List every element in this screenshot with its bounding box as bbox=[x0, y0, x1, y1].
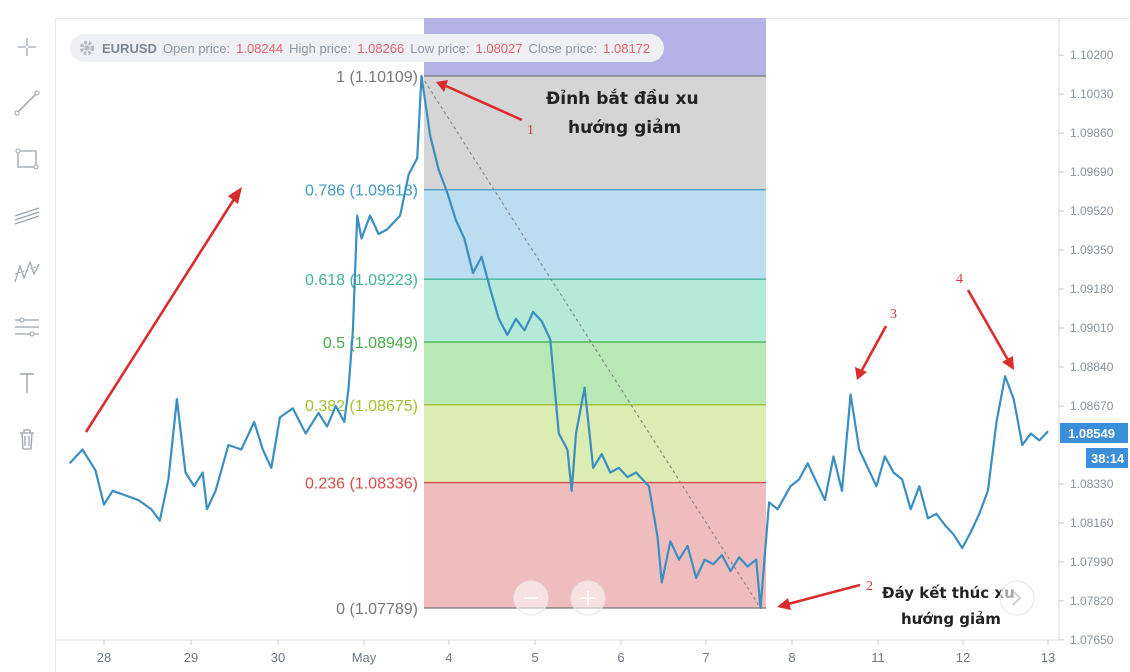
trash-icon[interactable] bbox=[12, 424, 42, 454]
arrow-3 bbox=[860, 325, 888, 371]
arrow-2-head bbox=[777, 598, 791, 610]
x-tick-label: 7 bbox=[702, 650, 709, 665]
marker-number-3: 3 bbox=[890, 307, 897, 322]
current-price-text: 1.08549 bbox=[1068, 426, 1115, 441]
text-icon[interactable] bbox=[12, 368, 42, 398]
pattern-icon[interactable] bbox=[12, 256, 42, 286]
ohlc-legend: EURUSD Open price: 1.08244 High price: 1.0… bbox=[70, 34, 665, 62]
x-tick-label: 5 bbox=[531, 650, 538, 665]
parallel-channel-icon[interactable] bbox=[12, 200, 42, 230]
fib-level-label-5: 0.236 (1.08336) bbox=[305, 476, 418, 493]
symbol-name: EURUSD bbox=[102, 40, 157, 56]
y-tick-label: 1.09350 bbox=[1070, 243, 1114, 257]
x-tick-label: 28 bbox=[97, 650, 111, 665]
x-tick-label: 29 bbox=[184, 650, 198, 665]
y-tick-label: 1.09690 bbox=[1070, 165, 1114, 179]
x-tick-label: 4 bbox=[445, 650, 452, 665]
y-tick-label: 1.08160 bbox=[1070, 516, 1114, 530]
open-value: 1.08244 bbox=[236, 40, 284, 56]
bottom-annotation-line1: Đáy kết thúc xu bbox=[882, 583, 1015, 602]
crosshair-icon[interactable] bbox=[12, 32, 42, 62]
arrow-4-head bbox=[1002, 356, 1014, 370]
x-tick-label: 6 bbox=[617, 650, 624, 665]
low-value: 1.08027 bbox=[475, 40, 523, 56]
high-value: 1.08266 bbox=[357, 40, 405, 56]
x-tick-label: 11 bbox=[871, 650, 885, 665]
x-tick-label: 8 bbox=[788, 650, 795, 665]
chevron-right-icon bbox=[1012, 590, 1022, 606]
close-value: 1.08172 bbox=[603, 40, 651, 56]
low-label: Low price: bbox=[410, 40, 470, 56]
fib-zone-0 bbox=[424, 76, 766, 190]
x-tick-label: 13 bbox=[1041, 650, 1055, 665]
x-tick-label: May bbox=[352, 650, 377, 665]
high-label: High price: bbox=[289, 40, 352, 56]
trend-line-icon[interactable] bbox=[12, 88, 42, 118]
fib-zone-1 bbox=[424, 189, 766, 280]
arrow-1 bbox=[445, 84, 523, 122]
fib-level-label-0: 1 (1.10109) bbox=[336, 69, 418, 86]
x-tick-label: 12 bbox=[956, 650, 970, 665]
arrow-2 bbox=[787, 583, 861, 606]
candle-timer-text: 38:14 bbox=[1091, 451, 1125, 466]
fib-level-label-1: 0.786 (1.09613) bbox=[305, 183, 418, 200]
close-label: Close price: bbox=[528, 40, 598, 56]
fib-level-label-6: 0 (1.07789) bbox=[336, 601, 418, 618]
scroll-right-button[interactable] bbox=[999, 580, 1035, 616]
fib-level-label-4: 0.382 (1.08675) bbox=[305, 398, 418, 415]
price-series-line bbox=[68, 74, 1049, 610]
arrow-4 bbox=[966, 289, 1010, 361]
fib-tool-icon[interactable] bbox=[12, 312, 42, 342]
rectangle-icon[interactable] bbox=[12, 144, 42, 174]
y-tick-label: 1.07650 bbox=[1070, 633, 1114, 647]
open-label: Open price: bbox=[162, 40, 231, 56]
peak-annotation-line2: hướng giảm bbox=[568, 118, 681, 138]
y-tick-label: 1.08330 bbox=[1070, 477, 1114, 491]
uptrend-arrow bbox=[84, 195, 238, 433]
fib-level-label-2: 0.618 (1.09223) bbox=[305, 272, 418, 289]
fib-zone-2 bbox=[424, 279, 766, 342]
peak-annotation-line1: Đỉnh bắt đầu xu bbox=[546, 88, 699, 109]
marker-number-4: 4 bbox=[956, 272, 963, 287]
bottom-annotation-line2: hướng giảm bbox=[901, 610, 1001, 628]
arrow-1-head bbox=[436, 80, 448, 92]
plus-icon bbox=[581, 591, 595, 605]
x-tick-label: 30 bbox=[271, 650, 285, 665]
gear-icon[interactable] bbox=[78, 39, 96, 57]
candle-timer-badge bbox=[1086, 448, 1128, 468]
y-tick-label: 1.10200 bbox=[1070, 48, 1114, 62]
fib-zone-3 bbox=[424, 342, 766, 405]
y-tick-label: 1.10030 bbox=[1070, 87, 1114, 101]
y-tick-label: 1.09180 bbox=[1070, 282, 1114, 296]
y-tick-label: 1.07990 bbox=[1070, 555, 1114, 569]
y-tick-label: 1.09860 bbox=[1070, 126, 1114, 140]
fib-zone-4 bbox=[424, 404, 766, 483]
drawing-toolbar bbox=[0, 18, 56, 672]
uptrend-arrowhead bbox=[228, 187, 242, 204]
y-tick-label: 1.07820 bbox=[1070, 594, 1114, 608]
y-tick-label: 1.08840 bbox=[1070, 360, 1114, 374]
marker-number-2: 2 bbox=[866, 579, 873, 594]
y-tick-label: 1.09520 bbox=[1070, 204, 1114, 218]
y-tick-label: 1.09010 bbox=[1070, 321, 1114, 335]
y-tick-label: 1.08670 bbox=[1070, 399, 1114, 413]
current-price-badge bbox=[1060, 423, 1128, 443]
fib-level-label-3: 0.5 (1.08949) bbox=[323, 335, 418, 352]
marker-number-1: 1 bbox=[527, 123, 534, 138]
arrow-3-head bbox=[855, 367, 867, 380]
